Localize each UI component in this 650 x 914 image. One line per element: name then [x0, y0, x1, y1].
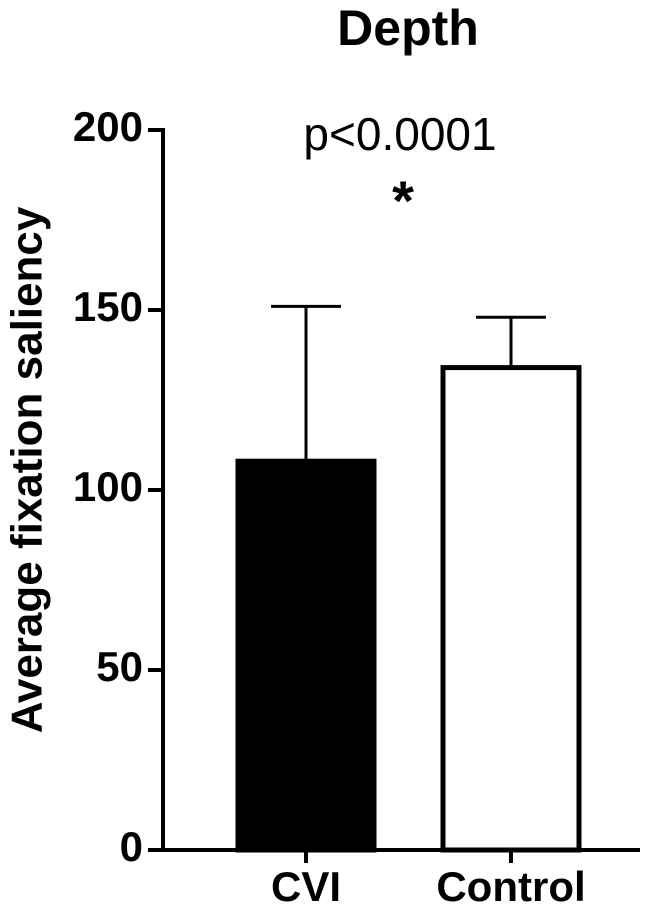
- y-axis-label: Average fixation saliency: [3, 206, 52, 733]
- y-tick-label: 200: [73, 103, 143, 150]
- annotation: *: [392, 169, 414, 232]
- bar: [440, 365, 582, 853]
- y-tick-label: 100: [73, 463, 143, 510]
- y-tick-label: 0: [120, 823, 143, 870]
- x-tick-label: Control: [436, 863, 585, 910]
- annotation: p<0.0001: [303, 108, 496, 160]
- x-tick-label: CVI: [271, 863, 341, 910]
- bar: [235, 458, 377, 853]
- y-tick-label: 50: [96, 643, 143, 690]
- chart-title: Depth: [337, 0, 479, 56]
- y-tick-label: 150: [73, 283, 143, 330]
